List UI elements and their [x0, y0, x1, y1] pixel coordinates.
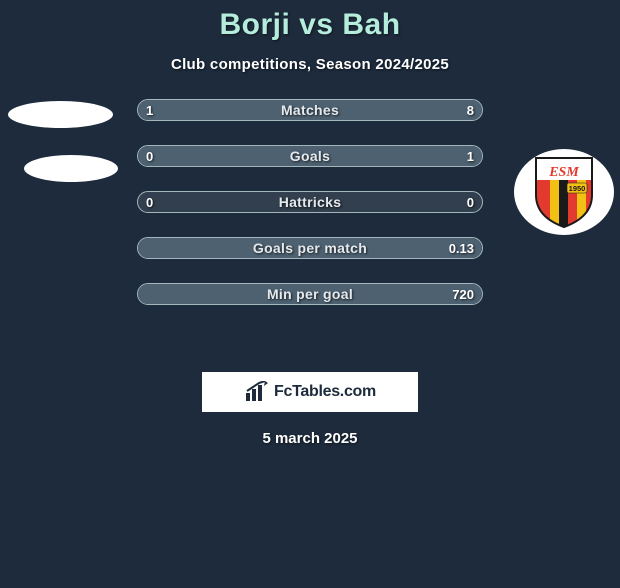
stat-value-right: 0	[467, 192, 474, 212]
page-title: Borji vs Bah	[0, 8, 620, 42]
stat-label: Hattricks	[138, 192, 482, 212]
stat-row: Hattricks0 0	[137, 191, 483, 213]
stat-label: Min per goal	[138, 284, 482, 304]
stat-value-right: 720	[452, 284, 474, 304]
stat-row: Goals0 1	[137, 145, 483, 167]
stat-value-left: 0	[146, 146, 153, 166]
stat-value-left: 1	[146, 100, 153, 120]
svg-text:1950: 1950	[569, 184, 586, 193]
stat-value-left: 0	[146, 192, 153, 212]
stat-row: Goals per match0.13	[137, 237, 483, 259]
subtitle: Club competitions, Season 2024/2025	[0, 56, 620, 73]
stat-label: Matches	[138, 100, 482, 120]
stat-value-right: 0.13	[449, 238, 474, 258]
stat-label: Goals	[138, 146, 482, 166]
stat-rows: Matches18Goals01Hattricks00Goals per mat…	[137, 99, 483, 329]
comparison-chart: ESM 1950 Matches18Goals01Hattricks00Goal…	[0, 99, 620, 369]
stat-value-right: 8	[467, 100, 474, 120]
brand-box: FcTables.com	[202, 372, 418, 412]
svg-text:ESM: ESM	[548, 165, 579, 180]
stat-label: Goals per match	[138, 238, 482, 258]
crest-icon: ESM 1950	[529, 155, 599, 229]
team-badge-right: ESM 1950	[514, 149, 614, 235]
team-placeholder-left	[8, 101, 113, 128]
stat-row: Min per goal720	[137, 283, 483, 305]
stat-value-right: 1	[467, 146, 474, 166]
chart-icon	[244, 381, 270, 403]
brand-text: FcTables.com	[274, 383, 376, 401]
date-text: 5 march 2025	[0, 430, 620, 447]
team-placeholder-left	[24, 155, 118, 182]
stat-row: Matches1 8	[137, 99, 483, 121]
